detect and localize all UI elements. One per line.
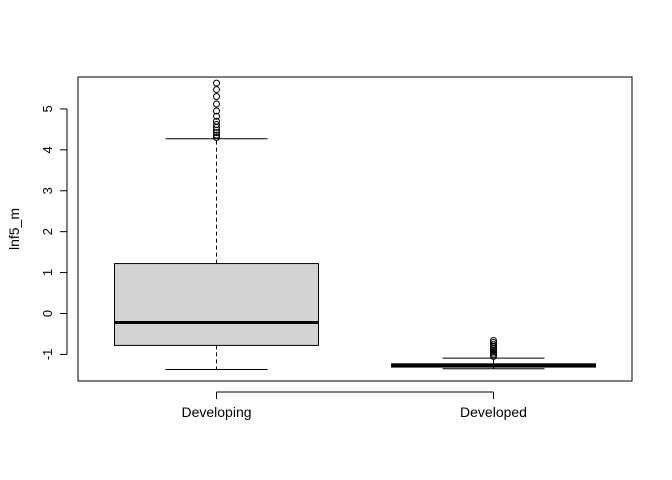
y-tick-label: 1 — [40, 269, 55, 276]
y-tick-label: -1 — [40, 349, 55, 361]
y-axis: -1 0 1 2 3 4 5 — [40, 105, 68, 361]
outlier-point — [213, 129, 220, 137]
outlier-point — [213, 107, 220, 115]
outlier-point — [213, 100, 220, 108]
plot-frame — [77, 76, 633, 382]
outlier-point — [213, 79, 220, 87]
x-tick-label: Developed — [460, 404, 527, 420]
outlier-point — [213, 86, 220, 94]
boxes — [114, 79, 596, 371]
box-developing — [114, 79, 319, 371]
y-axis-label: lnf5_m — [6, 208, 22, 250]
y-tick-label: 5 — [40, 105, 55, 112]
outlier-point — [490, 341, 497, 349]
x-tick-label: Developing — [181, 404, 251, 420]
outlier-point — [213, 120, 220, 128]
outlier-point — [213, 117, 220, 125]
outlier-point — [213, 93, 220, 101]
outlier-point — [490, 339, 497, 347]
box-developed — [391, 336, 596, 370]
outlier-point — [490, 336, 497, 344]
box-body — [114, 263, 319, 346]
y-tick-label: 3 — [40, 187, 55, 194]
y-tick-label: 2 — [40, 228, 55, 235]
y-tick-label: 0 — [40, 310, 55, 317]
x-axis: Developing Developed — [181, 391, 527, 420]
outlier-point — [213, 134, 220, 142]
outlier-point — [213, 131, 220, 139]
outlier-point — [213, 112, 220, 120]
y-tick-label: 4 — [40, 146, 55, 153]
